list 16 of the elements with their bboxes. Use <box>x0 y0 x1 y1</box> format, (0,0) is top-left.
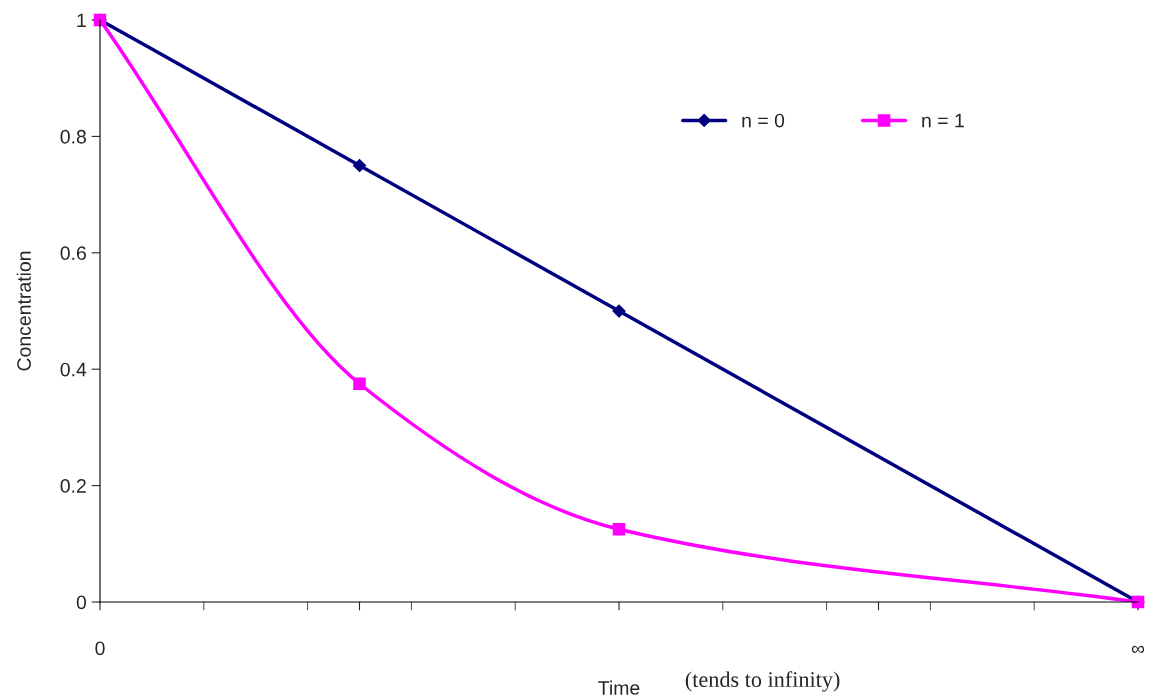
y-tick-label: 0.6 <box>60 246 86 261</box>
y-axis-title: Concentration <box>16 251 31 371</box>
y-tick-label: 0 <box>76 595 87 610</box>
x-tick-label: ∞ <box>1131 645 1145 654</box>
y-tick-label: 0.8 <box>60 129 86 144</box>
legend-label: n = 1 <box>922 113 964 128</box>
legend-label: n = 0 <box>742 113 785 128</box>
point <box>612 522 626 536</box>
y-tick-label: 1 <box>77 13 86 28</box>
x-axis-title: Time <box>598 680 640 695</box>
point <box>612 304 626 318</box>
text: (tends to infinity) <box>685 671 840 692</box>
y-tick-label: 0.2 <box>60 479 86 493</box>
point <box>353 377 366 391</box>
y-tick-label: 0.4 <box>60 362 87 377</box>
point <box>352 158 367 173</box>
